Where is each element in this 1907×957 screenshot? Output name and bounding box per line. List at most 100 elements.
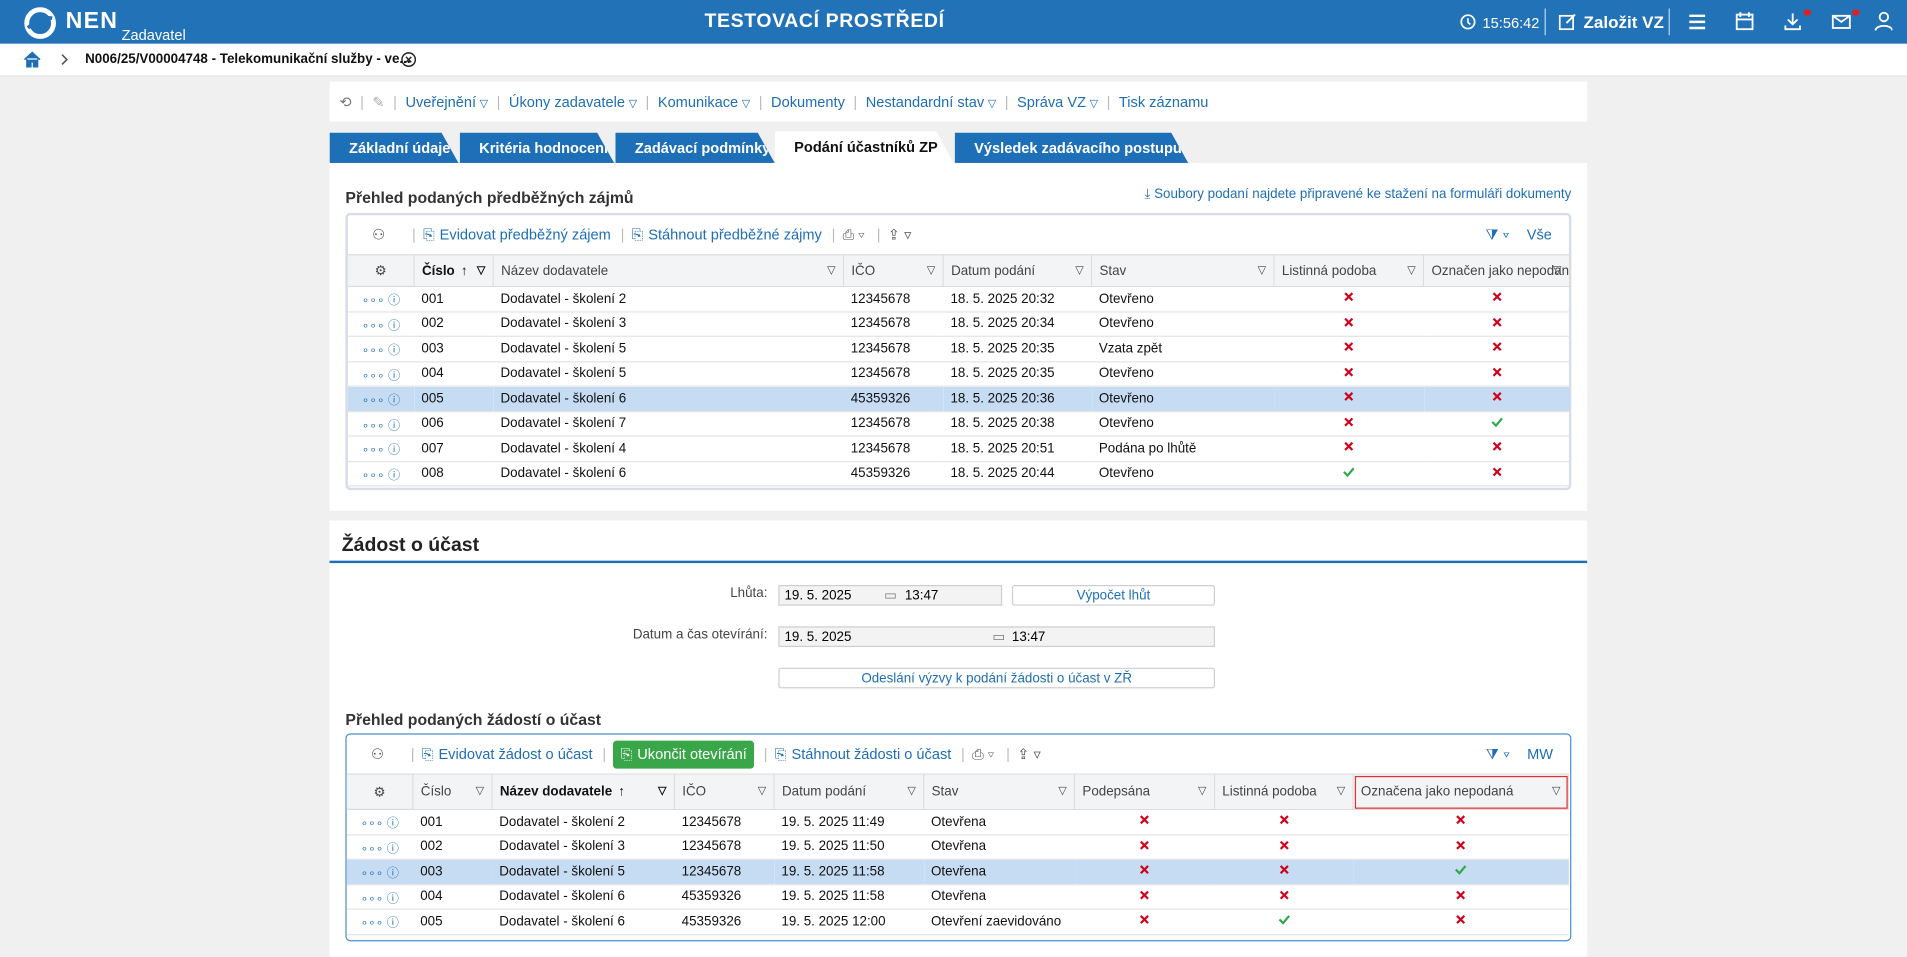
header-icons[interactable] — [1686, 9, 1893, 34]
toolbar-item[interactable]: Uveřejnění ▽ — [405, 94, 488, 111]
toolbar-item[interactable]: Dokumenty — [771, 94, 845, 111]
cell: Dodavatel - školení 6 — [491, 909, 675, 935]
data-row[interactable]: ∘∘∘ ⓘ 003 Dodavatel - školení 5 12345678 19.… — [346, 859, 1569, 885]
data-row[interactable]: ∘∘∘ ⓘ 001 Dodavatel - školení 2 12345678 19.… — [346, 809, 1569, 835]
row-icons[interactable]: ∘∘∘ ⓘ — [347, 386, 415, 412]
data-row[interactable]: ∘∘∘ ⓘ 006 Dodavatel - školení 7 12345678 18.… — [347, 411, 1570, 437]
row-icons[interactable]: ∘∘∘ ⓘ — [347, 460, 415, 487]
cell: 19. 5. 2025 12:00 — [774, 909, 924, 935]
dropdown-icon: ▽ — [628, 97, 638, 110]
toolbar-label: Tisk záznamu — [1118, 93, 1209, 111]
action-button[interactable]: ⎘ Evidovat žádost o účast — [422, 745, 593, 763]
row-icons[interactable]: ∘∘∘ ⓘ — [346, 909, 413, 935]
data-row[interactable]: ∘∘∘ ⓘ 002 Dodavatel - školení 3 12345678 18.… — [347, 311, 1570, 337]
toolbar-item[interactable]: Správa VZ ▽ — [1017, 94, 1098, 111]
column-label: Stav — [931, 784, 959, 800]
data-row[interactable]: ∘∘∘ ⓘ 002 Dodavatel - školení 3 12345678 19.… — [346, 834, 1569, 860]
print-icon[interactable]: ⎙ ▿ — [842, 225, 865, 243]
tab[interactable]: Základní údaje — [330, 133, 459, 163]
column-header[interactable]: IČO ▽ — [843, 254, 944, 288]
row-icons[interactable]: ∘∘∘ ⓘ — [346, 859, 413, 885]
award-icon[interactable]: ⚇ — [372, 226, 386, 244]
data-row[interactable]: ∘∘∘ ⓘ 003 Dodavatel - školení 5 12345678 18.… — [347, 336, 1570, 362]
export-icon[interactable]: ⇪ ▿ — [887, 226, 912, 244]
settings-icon[interactable]: ⚙ — [346, 773, 414, 810]
data-row[interactable]: ∘∘∘ ⓘ 004 Dodavatel - školení 6 45359326 19.… — [346, 884, 1569, 910]
cell: 004 — [412, 884, 492, 910]
column-header[interactable]: Stav ▽ — [923, 773, 1076, 810]
row-icons[interactable]: ∘∘∘ ⓘ — [347, 436, 415, 462]
data-row[interactable]: ∘∘∘ ⓘ 001 Dodavatel - školení 2 12345678 18.… — [347, 286, 1570, 312]
data-row[interactable]: ∘∘∘ ⓘ 008 Dodavatel - školení 6 45359326 18.… — [347, 460, 1570, 487]
toolbar-label: Úkony zadavatele — [508, 93, 625, 111]
column-header[interactable]: Podepsána ▽ — [1074, 773, 1215, 810]
row-icons[interactable]: ∘∘∘ ⓘ — [346, 809, 413, 835]
column-header[interactable]: Název dodavatele ↑ ▽ — [491, 773, 675, 810]
toolbar-item[interactable]: Tisk záznamu — [1119, 94, 1208, 111]
column-header[interactable]: Číslo ↑ ▽ — [414, 254, 494, 288]
row-icons[interactable]: ∘∘∘ ⓘ — [346, 834, 413, 860]
action-button[interactable]: ⎘ Stáhnout předběžné zájmy — [632, 226, 822, 244]
section-title: Přehled podaných předběžných zájmů — [345, 188, 634, 207]
button[interactable]: Odeslání výzvy k podání žádosti o účast … — [778, 667, 1215, 689]
download-note[interactable]: ⤓ Soubory podaní najdete připravené ke s… — [1144, 187, 1572, 202]
tab[interactable]: Podání účastníků ZP — [775, 131, 954, 163]
date-input[interactable]: 19. 5. 2025 ▭ 13:47 — [778, 626, 1215, 648]
column-header[interactable]: Listinná podoba ▽ — [1214, 773, 1354, 810]
data-row[interactable]: ∘∘∘ ⓘ 007 Dodavatel - školení 4 12345678 18.… — [347, 436, 1570, 462]
row-icons[interactable]: ∘∘∘ ⓘ — [347, 411, 415, 437]
cell: 001 — [414, 286, 494, 312]
cross-icon — [1343, 417, 1355, 432]
refresh-icon[interactable]: ⟲ — [339, 93, 352, 111]
create-button[interactable]: Založit VZ — [1583, 12, 1664, 32]
date-input[interactable]: 19. 5. 2025 ▭ 13:47 — [778, 584, 1003, 606]
row-icons[interactable]: ∘∘∘ ⓘ — [347, 311, 415, 337]
toolbar-item[interactable]: Úkony zadavatele ▽ — [509, 94, 637, 111]
column-header[interactable]: Číslo ▽ — [412, 773, 493, 810]
column-header[interactable]: Označena jako nepodaná ▽ — [1353, 773, 1569, 810]
column-header[interactable]: Stav ▽ — [1091, 254, 1275, 288]
dropdown-icon: ▽ — [741, 97, 751, 110]
column-header[interactable]: Datum podání ▽ — [774, 773, 925, 810]
edit-icon[interactable]: ✎ — [372, 93, 385, 111]
export-icon[interactable]: ⇪ ▿ — [1017, 745, 1041, 763]
toolbar-item[interactable]: Komunikace ▽ — [658, 94, 750, 111]
cell: 003 — [412, 859, 492, 885]
check-cell — [1423, 386, 1570, 412]
tab[interactable]: Zadávací podmínky — [615, 133, 774, 163]
action-button[interactable]: ⎘ Evidovat předběžný zájem — [423, 226, 611, 244]
toolbar-label: Nestandardní stav — [865, 93, 985, 111]
print-icon[interactable]: ⎙ ▿ — [972, 744, 994, 762]
row-icons[interactable]: ∘∘∘ ⓘ — [346, 884, 413, 910]
column-header[interactable]: Název dodavatele ▽ — [493, 254, 845, 288]
logo: NEN — [65, 8, 119, 35]
tab[interactable]: Kritéria hodnocení — [460, 133, 614, 163]
column-header[interactable]: Datum podání ▽ — [943, 254, 1093, 288]
award-icon[interactable]: ⚇ — [370, 745, 385, 763]
row-icons[interactable]: ∘∘∘ ⓘ — [347, 286, 415, 312]
logo-subtitle: Zadavatel — [121, 26, 186, 44]
column-header[interactable]: Listinná podoba ▽ — [1273, 254, 1425, 288]
check-cell — [1353, 834, 1569, 860]
filter[interactable]: ⧩ ▿ MW — [1486, 745, 1553, 763]
data-row[interactable]: ∘∘∘ ⓘ 005 Dodavatel - školení 6 45359326 19.… — [346, 909, 1569, 935]
tab[interactable]: Výsledek zadávacího postupu — [955, 133, 1189, 163]
cross-icon — [1455, 815, 1467, 830]
row-icons[interactable]: ∘∘∘ ⓘ — [347, 361, 415, 387]
button[interactable]: Výpočet lhůt — [1011, 584, 1215, 606]
column-label: Název dodavatele — [501, 263, 609, 278]
column-header[interactable]: IČO ▽ — [674, 773, 775, 810]
data-row[interactable]: ∘∘∘ ⓘ 004 Dodavatel - školení 5 12345678 18.… — [347, 361, 1570, 387]
data-row[interactable]: ∘∘∘ ⓘ 005 Dodavatel - školení 6 45359326 18.… — [347, 386, 1570, 412]
action-button[interactable]: ⎘ Ukončit otevírání — [613, 740, 755, 769]
filter[interactable]: ⧩ ▿ Vše — [1485, 226, 1551, 244]
check-cell — [1273, 336, 1424, 362]
close-icon[interactable] — [400, 51, 417, 68]
home-icon[interactable] — [23, 50, 79, 69]
toolbar-item[interactable]: Nestandardní stav ▽ — [866, 94, 997, 111]
row-icons[interactable]: ∘∘∘ ⓘ — [347, 336, 415, 362]
settings-icon[interactable]: ⚙ — [347, 254, 415, 288]
action-button[interactable]: ⎘ Stáhnout žádosti o účast — [775, 745, 951, 763]
column-header[interactable]: Označen jako nepodaný ▽ — [1423, 254, 1571, 288]
